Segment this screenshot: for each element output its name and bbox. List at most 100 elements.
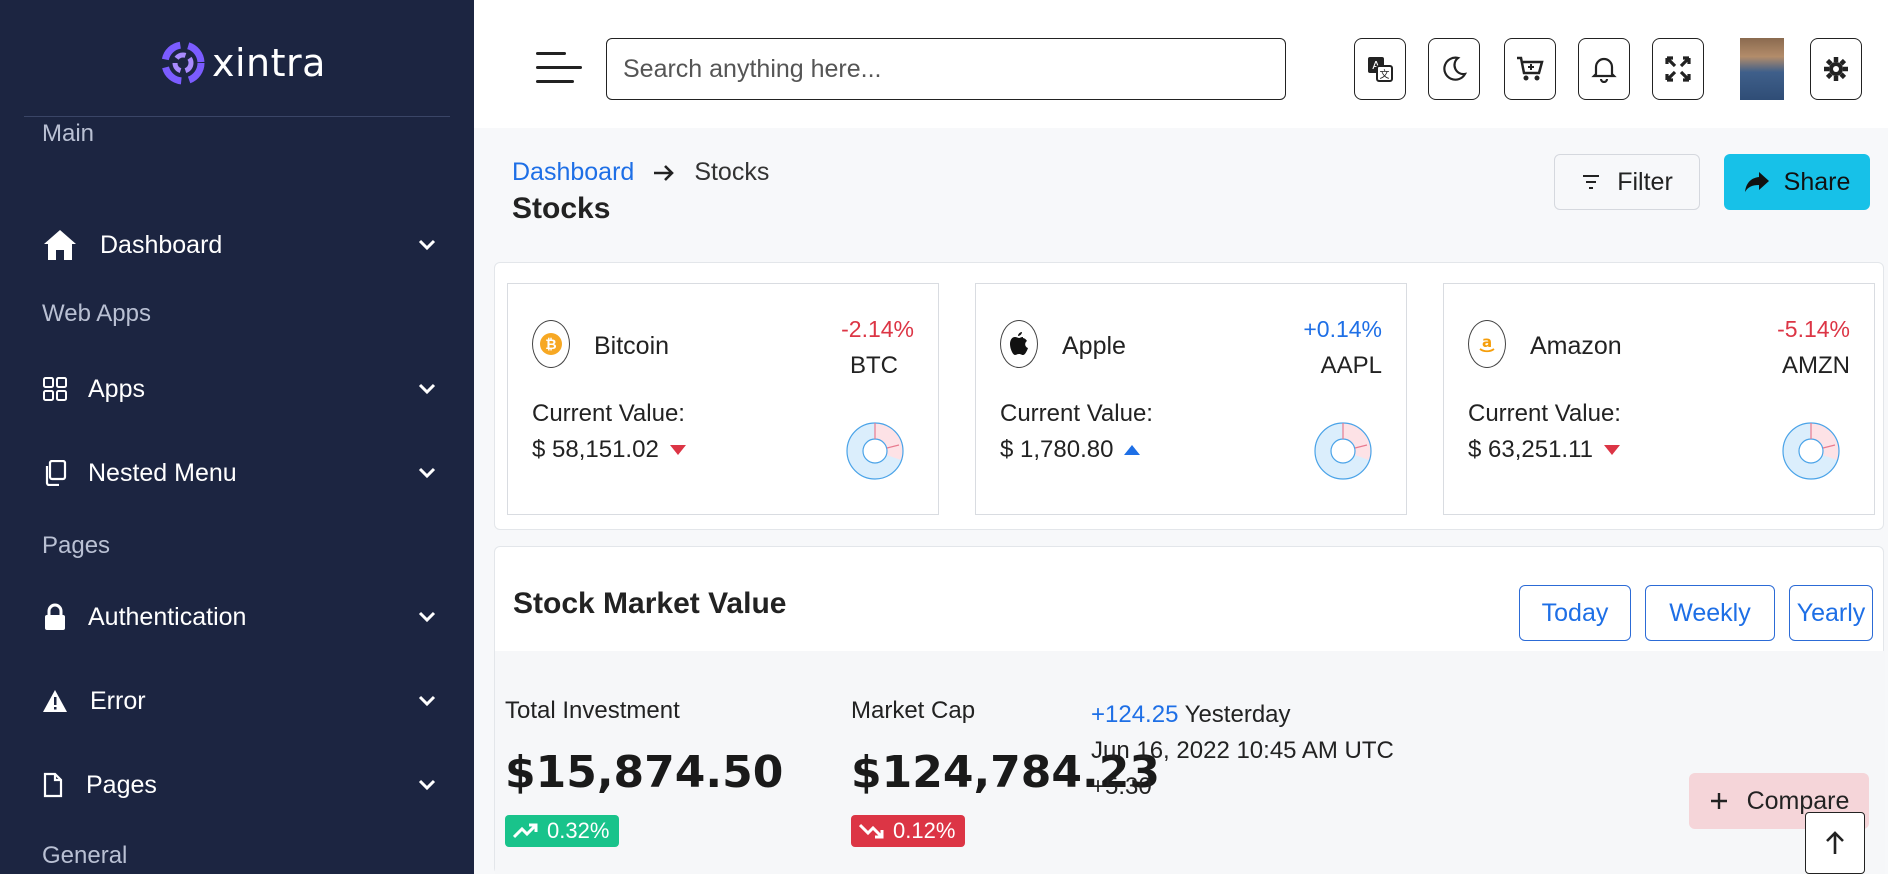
share-button-label: Share <box>1783 167 1851 196</box>
total-investment-label: Total Investment <box>505 697 680 724</box>
trending-down-icon <box>859 823 884 839</box>
logo[interactable]: xintra <box>160 40 326 86</box>
translate-icon: A文 <box>1368 57 1393 82</box>
main-content: Dashboard Stocks Stocks Filter Share ₿ B… <box>474 128 1888 874</box>
current-value: $ 58,151.02 <box>532 436 687 464</box>
sidebar-category-web-apps: Web Apps <box>42 300 151 327</box>
sidebar-category-pages: Pages <box>42 532 111 559</box>
chevron-down-icon <box>418 611 436 623</box>
stock-symbol: AMZN <box>1782 352 1850 379</box>
sidebar-item-apps[interactable]: Apps <box>40 366 440 412</box>
yesterday-date: Jun 16, 2022 10:45 AM UTC <box>1091 737 1394 764</box>
current-value-label: Current Value: <box>532 400 685 427</box>
sidebar-item-label: Error <box>90 686 146 715</box>
stock-symbol: AAPL <box>1320 352 1382 379</box>
market-cap-value: $124,784.23 <box>851 747 1160 798</box>
back-to-top-button[interactable] <box>1805 812 1865 874</box>
sidebar-item-label: Authentication <box>88 602 247 631</box>
sidebar-item-pages[interactable]: Pages <box>40 762 440 808</box>
stock-change: -2.14% <box>841 316 914 342</box>
stock-name: Bitcoin <box>594 332 670 360</box>
total-investment-value: $15,874.50 <box>505 747 784 798</box>
lock-icon <box>40 597 70 637</box>
yesterday-info: +124.25 Yesterday Jun 16, 2022 10:45 AM … <box>1091 697 1394 805</box>
stock-donut-chart <box>1782 422 1840 480</box>
compare-button-label: Compare <box>1746 786 1850 815</box>
market-title: Stock Market Value <box>513 587 787 620</box>
search-input[interactable] <box>606 38 1286 100</box>
stock-market-value-panel: Stock Market Value Today Weekly Yearly T… <box>494 546 1885 874</box>
stock-donut-chart <box>846 422 904 480</box>
settings-button[interactable] <box>1810 38 1862 100</box>
cart-icon <box>1517 56 1544 81</box>
current-value-amount: $ 63,251.11 <box>1468 436 1594 463</box>
notifications-button[interactable] <box>1578 38 1630 100</box>
yesterday-change: +124.25 <box>1091 701 1179 728</box>
svg-text:文: 文 <box>1380 68 1390 81</box>
sidebar-item-nested-menu[interactable]: Nested Menu <box>40 450 440 496</box>
sidebar-item-error[interactable]: Error <box>40 678 440 724</box>
arrow-right-icon <box>654 164 675 181</box>
current-value: $ 1,780.80 <box>1000 436 1141 464</box>
moon-icon <box>1443 56 1468 81</box>
current-value-amount: $ 1,780.80 <box>1000 436 1114 463</box>
stock-card-bitcoin[interactable]: ₿ Bitcoin -2.14% BTC Current Value: $ 58… <box>507 283 939 515</box>
tab-weekly[interactable]: Weekly <box>1645 585 1775 641</box>
stock-card-apple[interactable]: Apple +0.14% AAPL Current Value: $ 1,780… <box>975 283 1407 515</box>
market-cap-badge: 0.12% <box>851 815 966 847</box>
current-value-label: Current Value: <box>1468 400 1621 427</box>
chevron-down-icon <box>418 239 436 251</box>
sidebar: xintra Main Dashboard Web Apps Apps Nest… <box>0 0 474 874</box>
trending-up-icon <box>513 823 538 839</box>
warning-icon <box>40 681 70 721</box>
filter-icon <box>1583 175 1600 189</box>
stock-cards-row: ₿ Bitcoin -2.14% BTC Current Value: $ 58… <box>494 262 1884 530</box>
bell-icon <box>1591 57 1617 83</box>
fullscreen-icon <box>1665 56 1691 82</box>
market-cap-label: Market Cap <box>851 697 976 724</box>
svg-text:a: a <box>1482 333 1492 351</box>
compare-button[interactable]: Compare <box>1689 773 1869 829</box>
home-icon <box>40 225 80 265</box>
tab-today[interactable]: Today <box>1519 585 1631 641</box>
market-stats: Total Investment $15,874.50 0.32% Market… <box>495 651 1885 874</box>
yesterday-timezone: +5:30 <box>1091 773 1152 800</box>
avatar[interactable] <box>1740 38 1784 100</box>
menu-toggle-icon[interactable] <box>536 52 582 86</box>
breadcrumb-current: Stocks <box>694 158 770 186</box>
caret-down-icon <box>1604 445 1621 455</box>
yesterday-label: Yesterday <box>1184 701 1291 728</box>
cart-button[interactable] <box>1504 38 1556 100</box>
logo-text: xintra <box>212 41 326 85</box>
stock-change: +0.14% <box>1303 316 1382 342</box>
caret-down-icon <box>669 445 686 455</box>
tab-yearly[interactable]: Yearly <box>1789 585 1873 641</box>
xintra-logo-icon <box>160 40 206 86</box>
page-title: Stocks <box>512 192 611 225</box>
sidebar-item-label: Apps <box>88 374 145 403</box>
gear-icon <box>1824 57 1848 81</box>
stock-card-amazon[interactable]: a Amazon -5.14% AMZN Current Value: $ 63… <box>1443 283 1875 515</box>
filter-button[interactable]: Filter <box>1554 154 1700 210</box>
chevron-down-icon <box>418 695 436 707</box>
badge-value: 0.12% <box>893 818 956 843</box>
sidebar-item-dashboard[interactable]: Dashboard <box>40 222 440 268</box>
theme-toggle-button[interactable] <box>1428 38 1480 100</box>
sidebar-item-label: Dashboard <box>100 230 223 259</box>
svg-text:₿: ₿ <box>545 337 556 353</box>
breadcrumb: Dashboard Stocks <box>512 158 769 187</box>
arrow-up-icon <box>1826 831 1844 854</box>
breadcrumb-link-dashboard[interactable]: Dashboard <box>512 158 635 186</box>
current-value-label: Current Value: <box>1000 400 1153 427</box>
total-investment-badge: 0.32% <box>505 815 620 847</box>
fullscreen-button[interactable] <box>1652 38 1704 100</box>
plus-icon <box>1710 793 1727 809</box>
share-button[interactable]: Share <box>1724 154 1870 210</box>
amazon-icon: a <box>1468 320 1506 368</box>
sidebar-item-authentication[interactable]: Authentication <box>40 594 440 640</box>
grid-icon <box>40 369 70 409</box>
top-header: A文 <box>474 0 1888 128</box>
sidebar-category-general: General <box>42 842 128 869</box>
stock-symbol: BTC <box>850 352 898 379</box>
